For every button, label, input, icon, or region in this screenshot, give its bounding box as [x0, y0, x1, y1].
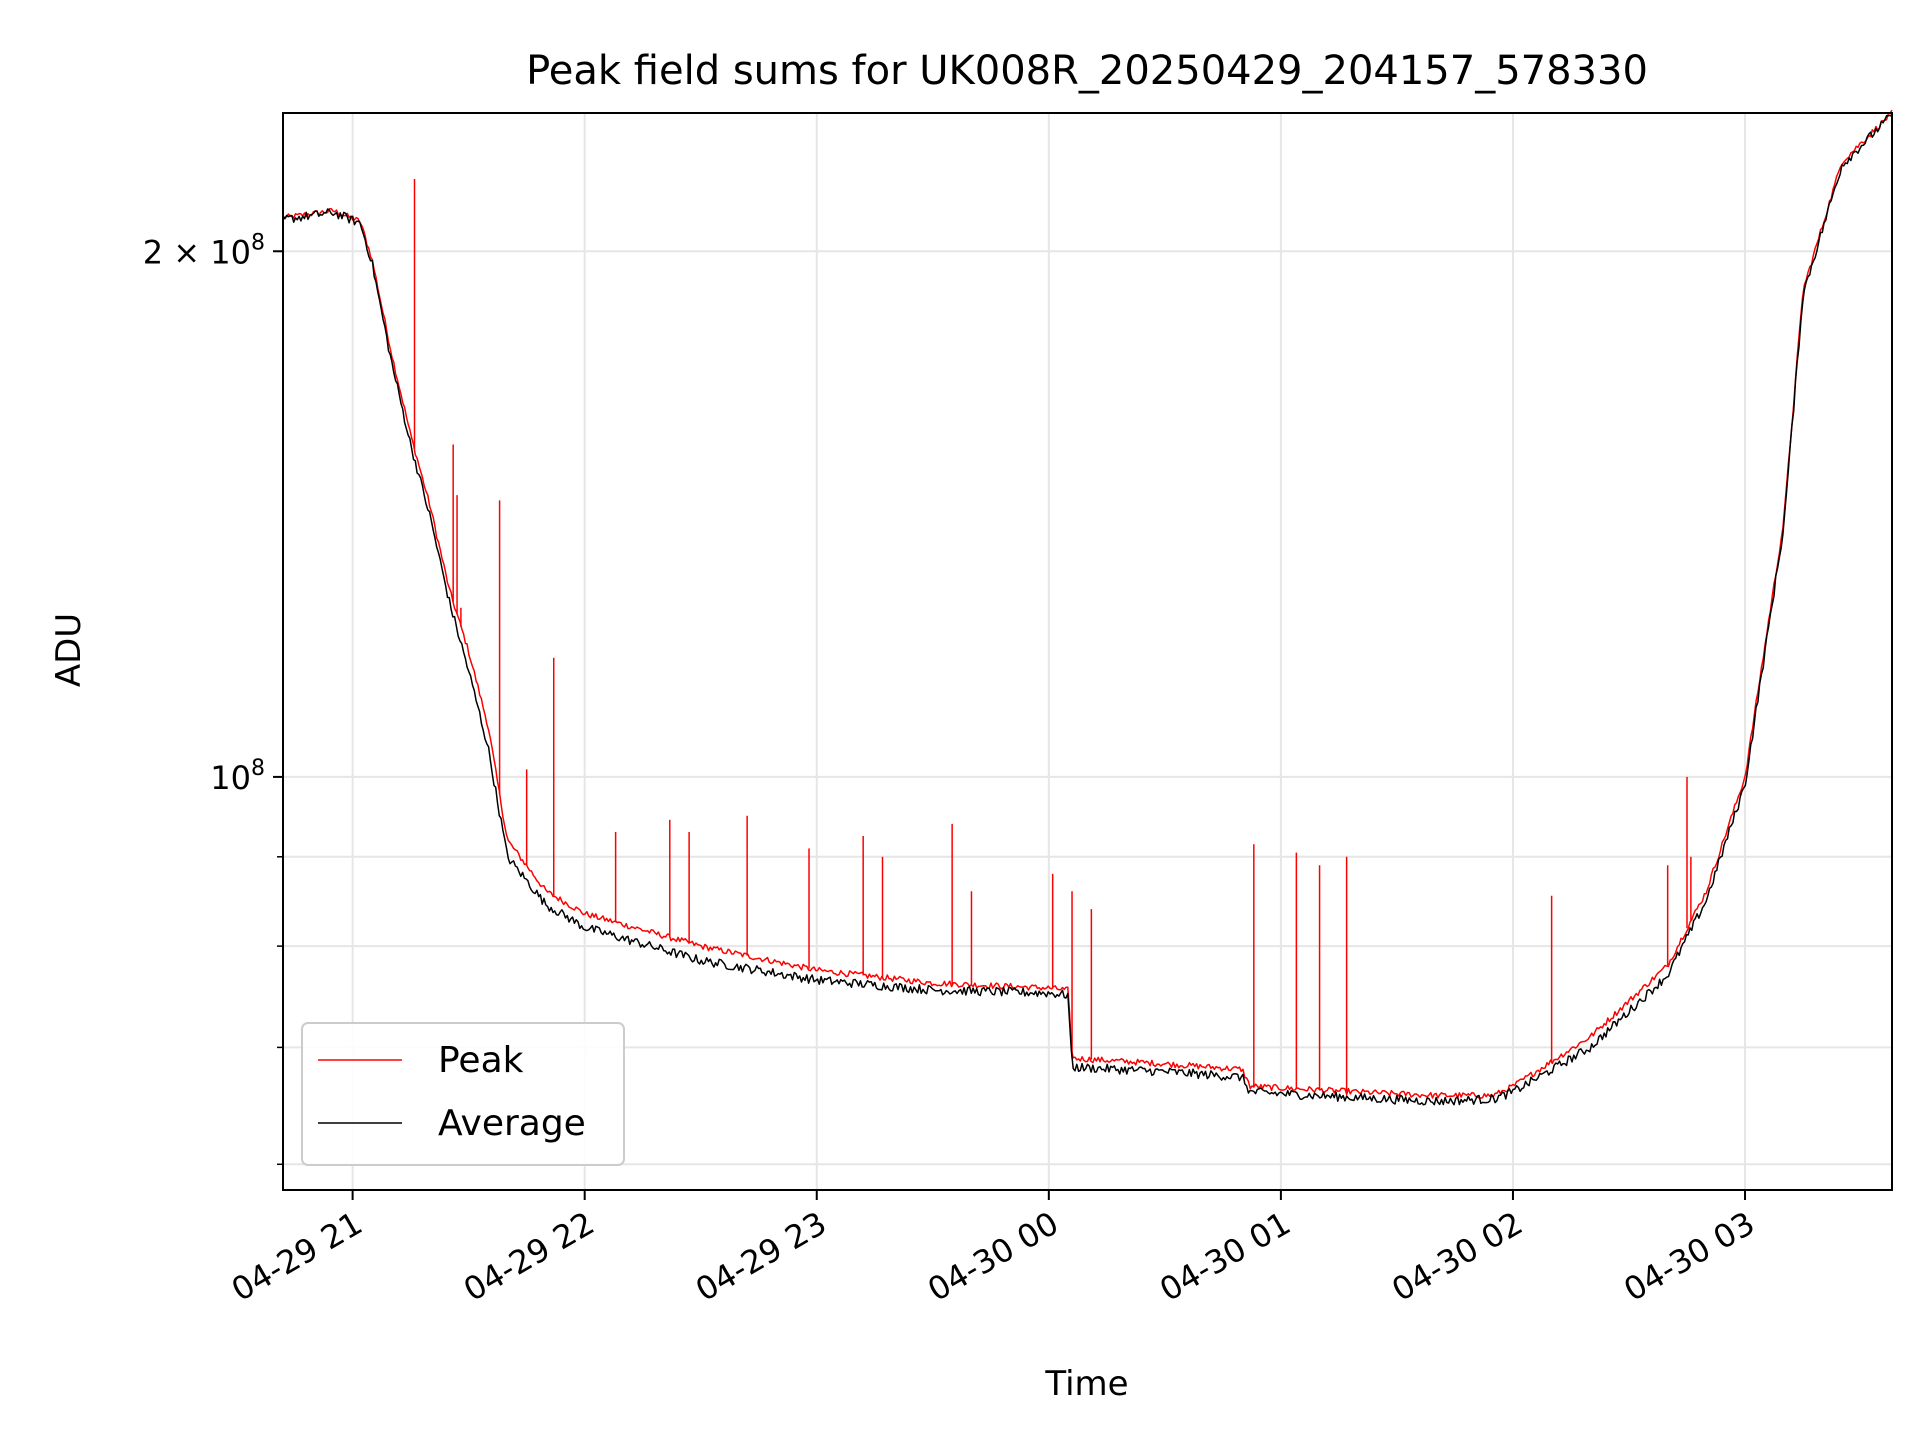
y-tick-label: 108: [210, 756, 265, 797]
chart-title: Peak field sums for UK008R_20250429_2041…: [526, 48, 1648, 94]
legend-label-average: Average: [438, 1103, 586, 1144]
legend: Peak Average: [301, 1022, 625, 1166]
series-line-average: [282, 114, 1893, 1106]
series-layer: [282, 109, 1893, 1106]
legend-label-peak: Peak: [438, 1040, 524, 1081]
y-tick-label: 2 × 108: [143, 230, 265, 271]
legend-box: [301, 1022, 625, 1166]
x-axis-label: Time: [1044, 1364, 1128, 1404]
y-axis: 108 2 × 108: [143, 230, 283, 1166]
series-peak: [282, 109, 1893, 1099]
series-average: [282, 114, 1893, 1106]
y-axis-label: ADU: [49, 613, 89, 687]
plot-area-frame: [282, 112, 1893, 1191]
series-line-peak: [282, 109, 1893, 1099]
